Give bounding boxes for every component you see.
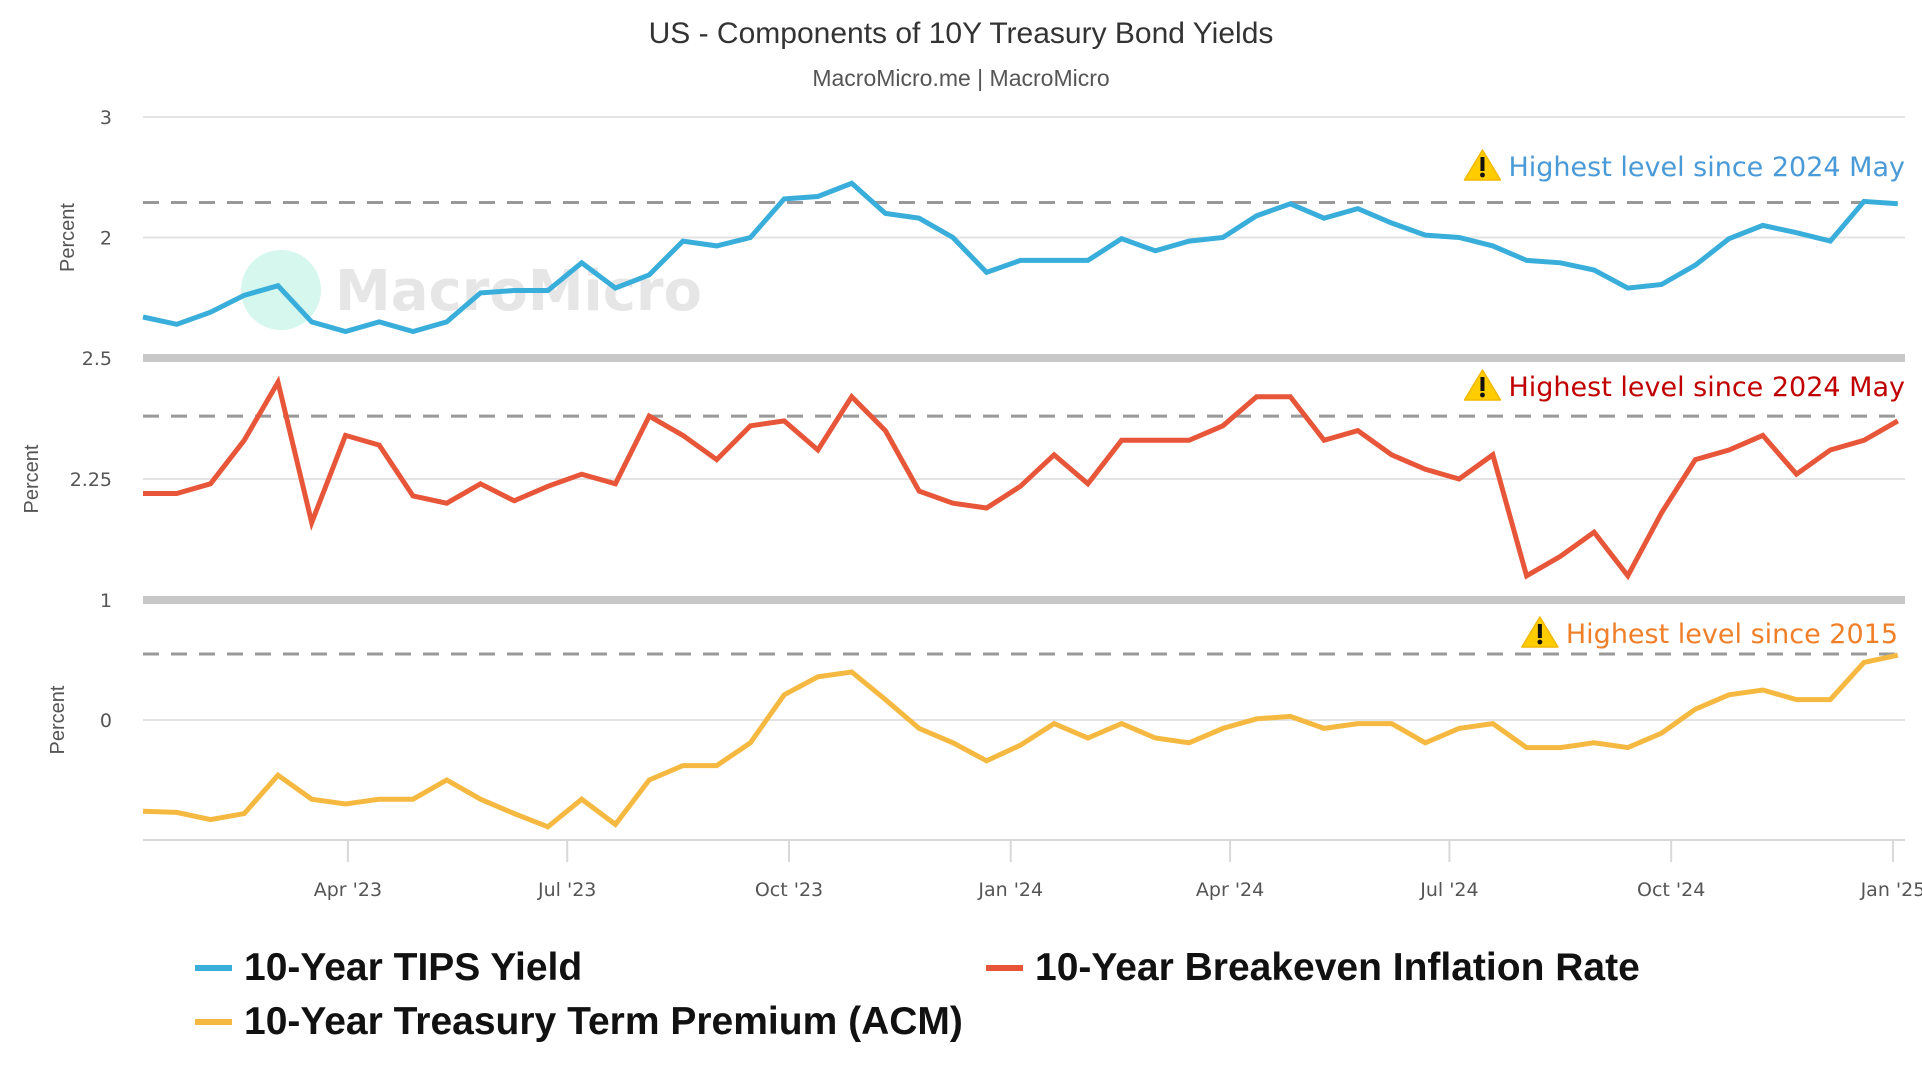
panel-separator	[143, 596, 1905, 604]
legend-item-term-premium[interactable]: 10-Year Treasury Term Premium (ACM)	[195, 1000, 963, 1043]
annotation-text: Highest level since 2024 May	[1508, 152, 1905, 183]
warning-mark	[1480, 377, 1485, 391]
warning-mark	[1537, 624, 1542, 638]
x-tick-label: Jan '25	[1860, 879, 1922, 901]
legend: 10-Year TIPS Yield 10-Year Breakeven Inf…	[195, 946, 1640, 1043]
panel-separator	[143, 354, 1905, 362]
warning-icon	[1463, 369, 1502, 401]
annotation-text: Highest level since 2024 May	[1508, 372, 1905, 403]
y-axis-title: Percent	[47, 685, 69, 754]
legend-label-tips: 10-Year TIPS Yield	[244, 946, 582, 989]
x-tick-label: Apr '23	[314, 879, 382, 901]
warning-icon	[1463, 149, 1502, 181]
warning-dot	[1537, 639, 1543, 645]
y-tick-label: 1	[100, 590, 112, 612]
chart-subtitle: MacroMicro.me | MacroMicro	[812, 65, 1109, 91]
y-tick-label: 2	[100, 228, 112, 250]
x-tick-label: Oct '24	[1637, 879, 1705, 901]
warning-icon	[1521, 616, 1559, 648]
annotation: Highest level since 2015	[1521, 616, 1898, 650]
x-tick-label: Jan '24	[977, 879, 1043, 901]
y-axis-title: Percent	[57, 203, 79, 272]
y-tick-label: 2.5	[82, 348, 112, 370]
warning-dot	[1480, 172, 1485, 178]
series-line-2	[142, 652, 1899, 830]
x-tick-label: Oct '23	[755, 879, 823, 901]
x-tick-label: Jul '24	[1419, 879, 1478, 901]
x-tick-label: Apr '24	[1196, 879, 1264, 901]
annotation: Highest level since 2024 May	[1463, 369, 1905, 403]
legend-label-term-premium: 10-Year Treasury Term Premium (ACM)	[244, 1000, 963, 1043]
legend-item-breakeven[interactable]: 10-Year Breakeven Inflation Rate	[986, 946, 1640, 989]
y-axis-title: Percent	[21, 444, 43, 513]
warning-mark	[1480, 157, 1485, 171]
x-tick-label: Jul '23	[537, 879, 596, 901]
chart-title: US - Components of 10Y Treasury Bond Yie…	[649, 17, 1274, 50]
annotation: Highest level since 2024 May	[1463, 149, 1905, 183]
legend-label-breakeven: 10-Year Breakeven Inflation Rate	[1035, 946, 1640, 989]
y-tick-label: 0	[100, 710, 112, 732]
warning-dot	[1480, 392, 1485, 398]
y-tick-label: 2.25	[70, 469, 112, 491]
annotation-text: Highest level since 2015	[1566, 619, 1898, 650]
legend-item-tips[interactable]: 10-Year TIPS Yield	[195, 946, 582, 989]
y-tick-label: 3	[100, 107, 112, 129]
